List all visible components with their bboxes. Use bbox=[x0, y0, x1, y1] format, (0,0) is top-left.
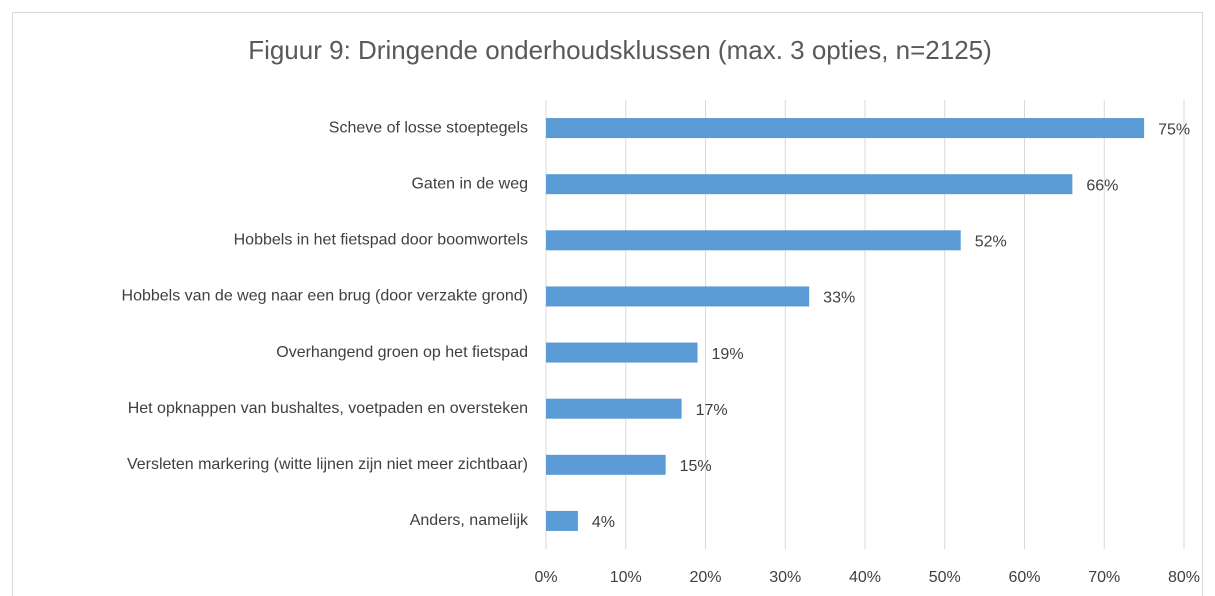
value-label: 52% bbox=[975, 234, 1007, 251]
x-tick-label: 10% bbox=[610, 569, 642, 586]
bar bbox=[546, 510, 578, 531]
value-label: 66% bbox=[1086, 177, 1118, 194]
y-tick-label: Het opknappen van bushaltes, voetpaden e… bbox=[128, 400, 528, 417]
x-tick-label: 0% bbox=[534, 569, 557, 586]
chart-title: Figuur 9: Dringende onderhoudsklussen (m… bbox=[248, 35, 992, 65]
x-tick-label: 80% bbox=[1168, 569, 1200, 586]
x-tick-label: 70% bbox=[1088, 569, 1120, 586]
value-label: 15% bbox=[680, 458, 712, 475]
bar bbox=[546, 342, 698, 363]
x-tick-label: 50% bbox=[929, 569, 961, 586]
value-label: 4% bbox=[592, 514, 615, 531]
value-label: 19% bbox=[712, 346, 744, 363]
bar bbox=[546, 174, 1073, 195]
bar bbox=[546, 286, 810, 307]
value-label: 33% bbox=[823, 290, 855, 307]
bar bbox=[546, 118, 1145, 139]
y-tick-label: Versleten markering (witte lijnen zijn n… bbox=[127, 456, 528, 473]
bar bbox=[546, 230, 961, 251]
x-tick-label: 40% bbox=[849, 569, 881, 586]
y-tick-label: Gaten in de weg bbox=[411, 175, 528, 192]
bar bbox=[546, 398, 682, 419]
y-tick-label: Anders, namelijk bbox=[410, 512, 529, 529]
bar bbox=[546, 454, 666, 475]
y-tick-label: Hobbels in het fietspad door boomwortels bbox=[234, 232, 528, 249]
x-tick-label: 20% bbox=[689, 569, 721, 586]
value-label: 75% bbox=[1158, 121, 1190, 138]
x-tick-label: 30% bbox=[769, 569, 801, 586]
value-label: 17% bbox=[696, 402, 728, 419]
y-tick-label: Scheve of losse stoeptegels bbox=[329, 119, 528, 136]
x-tick-label: 60% bbox=[1008, 569, 1040, 586]
y-tick-label: Hobbels van de weg naar een brug (door v… bbox=[122, 288, 528, 305]
y-tick-label: Overhangend groen op het fietspad bbox=[276, 344, 528, 361]
